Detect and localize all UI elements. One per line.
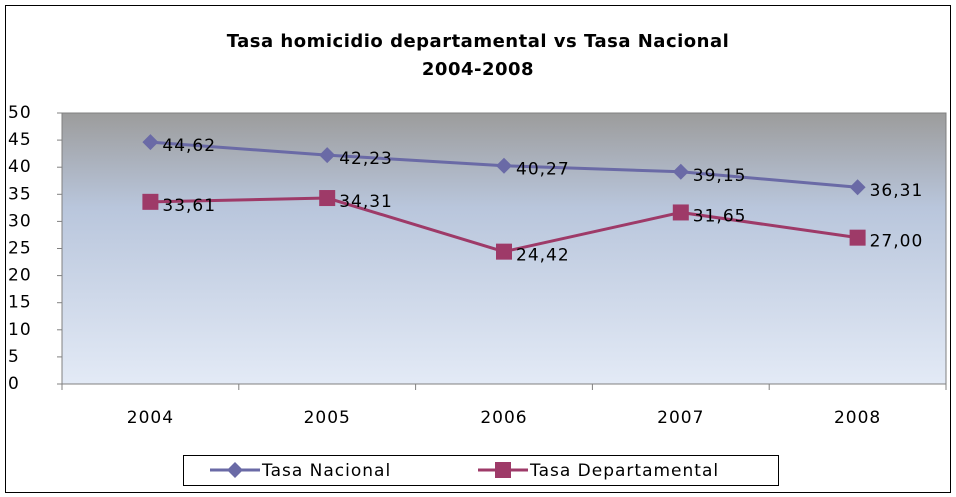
marker (227, 462, 243, 478)
legend-label: Tasa Nacional (261, 461, 391, 481)
data-label: 33,61 (162, 196, 216, 216)
marker (672, 163, 689, 180)
marker (142, 134, 159, 151)
data-label: 39,15 (693, 166, 747, 186)
y-tick-label: 40 (8, 157, 32, 177)
x-tick-label: 2007 (657, 408, 704, 428)
marker (496, 157, 512, 174)
y-tick-label: 45 (8, 130, 32, 150)
x-tick-label: 2004 (127, 408, 174, 428)
marker (142, 193, 159, 210)
data-label: 36,31 (870, 181, 924, 201)
y-tick-label: 10 (8, 320, 32, 340)
data-label: 40,27 (516, 160, 570, 180)
data-label: 44,62 (162, 136, 216, 156)
y-tick-label: 30 (8, 211, 32, 231)
data-label: 27,00 (870, 232, 924, 252)
legend-label: Tasa Departamental (529, 461, 719, 481)
marker (319, 147, 336, 164)
marker (319, 190, 336, 207)
data-label: 31,65 (693, 206, 747, 226)
x-tick-label: 2005 (304, 408, 351, 428)
x-tick-label: 2006 (480, 408, 527, 428)
marker (496, 243, 512, 260)
y-tick-label: 20 (8, 266, 32, 286)
chart-subtitle: 2004-2008 (422, 59, 534, 80)
x-tick-label: 2008 (834, 408, 881, 428)
data-label: 42,23 (339, 149, 393, 169)
chart-title: Tasa homicidio departamental vs Tasa Nac… (227, 31, 730, 52)
marker (672, 204, 689, 221)
data-label: 34,31 (339, 192, 393, 212)
y-tick-label: 0 (8, 374, 20, 394)
y-tick-label: 5 (8, 347, 20, 367)
y-tick-label: 50 (8, 103, 32, 123)
y-tick-label: 35 (8, 184, 32, 204)
y-tick-label: 15 (8, 293, 32, 313)
marker (495, 462, 511, 478)
data-label: 24,42 (516, 246, 570, 266)
marker (849, 179, 866, 196)
marker (849, 229, 866, 246)
y-tick-label: 25 (8, 239, 32, 259)
